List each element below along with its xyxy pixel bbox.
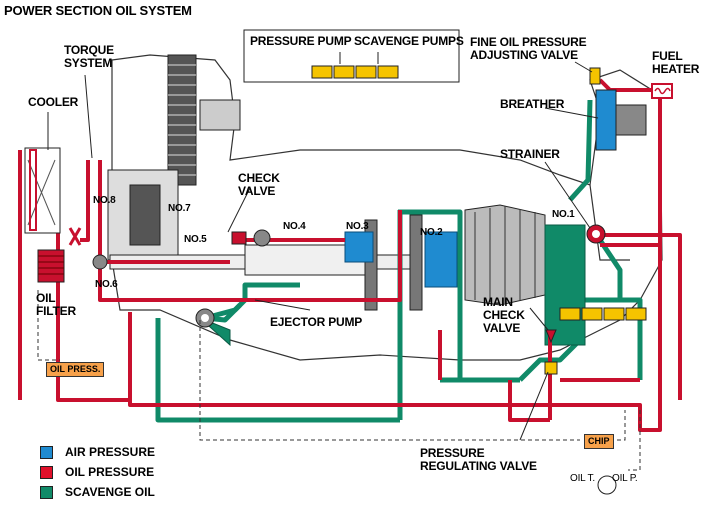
oil-press-gauge-label: OIL P. [612,473,638,484]
main-check-valve-icon [545,329,557,344]
legend-item: OIL PRESSURE [40,464,154,480]
breather-icon [595,89,647,151]
scavenge-block [199,224,586,347]
check-valve-label: CHECK VALVE [238,171,280,198]
oil-press-box: OIL PRESS. [46,362,105,377]
bearing-no4: NO.4 [283,221,306,232]
pressure-pump-label: PRESSURE PUMP [250,34,352,48]
fine-oil-valve-icon [589,67,601,85]
bearing-no3: NO.3 [346,221,369,232]
cooler-label: COOLER [28,95,79,109]
oil-temp-gauge-label: OIL T. [570,473,595,484]
legend-item: AIR PRESSURE [40,444,155,460]
bearing-no7: NO.7 [168,203,191,214]
strainer-label: STRAINER [500,147,560,161]
bearing-no2: NO.2 [420,227,443,238]
scavenge-pumps-label: SCAVENGE PUMPS [354,34,464,48]
torque-system-label: TORQUE SYSTEM [64,43,114,70]
fine-oil-pressure-label: FINE OIL PRESSURE ADJUSTING VALVE [470,35,587,62]
cooler-icon [24,147,61,234]
legend-swatch-scavenge [40,485,53,499]
oil-gauge-icon [597,475,617,495]
oil-filter-label: OIL FILTER [36,291,76,318]
pump-junction-icon [92,254,108,270]
instrument-dashed-lines [37,290,641,471]
legend-item: SCAVENGE OIL [40,484,155,500]
ejector-pump-label: EJECTOR PUMP [270,315,363,329]
ejector-pump-icon [195,308,215,328]
reduction-gear [167,54,241,186]
main-check-valve-label: MAIN CHECK VALVE [483,295,525,335]
legend-label: AIR PRESSURE [65,445,156,459]
pump-header-leaders [339,52,379,64]
oil-filter-icon [37,249,65,283]
bearing-no6: NO.6 [95,279,118,290]
label-leaders [47,61,599,441]
strainer-icon [586,224,606,244]
pressure-regulating-valve-icon [544,361,558,375]
legend-label: SCAVENGE OIL [65,485,155,499]
fuel-heater-icon [651,83,673,99]
fuel-heater-label: FUEL HEATER [652,49,700,76]
page-title: POWER SECTION OIL SYSTEM [4,3,192,18]
pump-symbols [311,65,647,321]
chip-box: CHIP [584,434,614,449]
legend-swatch-oil [40,465,53,479]
bearing-no5: NO.5 [184,234,207,245]
legend-label: OIL PRESSURE [65,465,155,479]
scavenge-lines [155,99,643,423]
bearing-no1: NO.1 [552,209,575,220]
pressure-regulating-valve-label: PRESSURE REGULATING VALVE [420,446,537,473]
check-valve-icon [231,229,271,247]
cooler-bypass-icon [68,227,82,246]
breather-label: BREATHER [500,97,565,111]
oil-pressure-lines [18,78,682,432]
legend-swatch-air [40,445,53,459]
bearing-no8: NO.8 [93,195,116,206]
